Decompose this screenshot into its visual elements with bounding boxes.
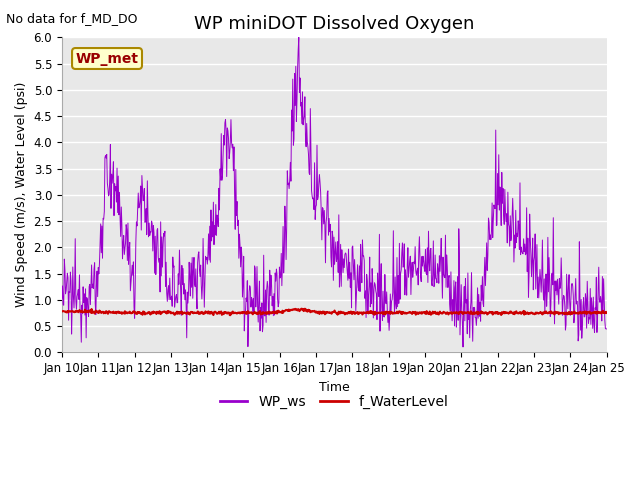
Legend: WP_ws, f_WaterLevel: WP_ws, f_WaterLevel [214, 389, 454, 415]
Y-axis label: Wind Speed (m/s), Water Level (psi): Wind Speed (m/s), Water Level (psi) [15, 82, 28, 308]
X-axis label: Time: Time [319, 381, 349, 394]
Title: WP miniDOT Dissolved Oxygen: WP miniDOT Dissolved Oxygen [194, 15, 474, 33]
Text: WP_met: WP_met [76, 51, 138, 65]
Text: No data for f_MD_DO: No data for f_MD_DO [6, 12, 138, 25]
